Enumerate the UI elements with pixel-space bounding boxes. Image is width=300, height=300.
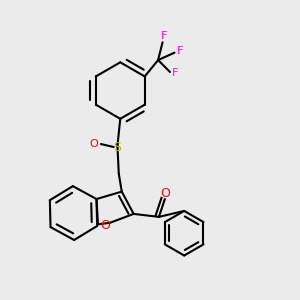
Text: O: O (160, 187, 170, 200)
Text: S: S (113, 140, 121, 154)
Text: O: O (100, 219, 110, 232)
Text: F: F (161, 31, 167, 41)
Text: O: O (89, 139, 98, 149)
Text: F: F (172, 68, 178, 78)
Text: F: F (177, 46, 183, 56)
